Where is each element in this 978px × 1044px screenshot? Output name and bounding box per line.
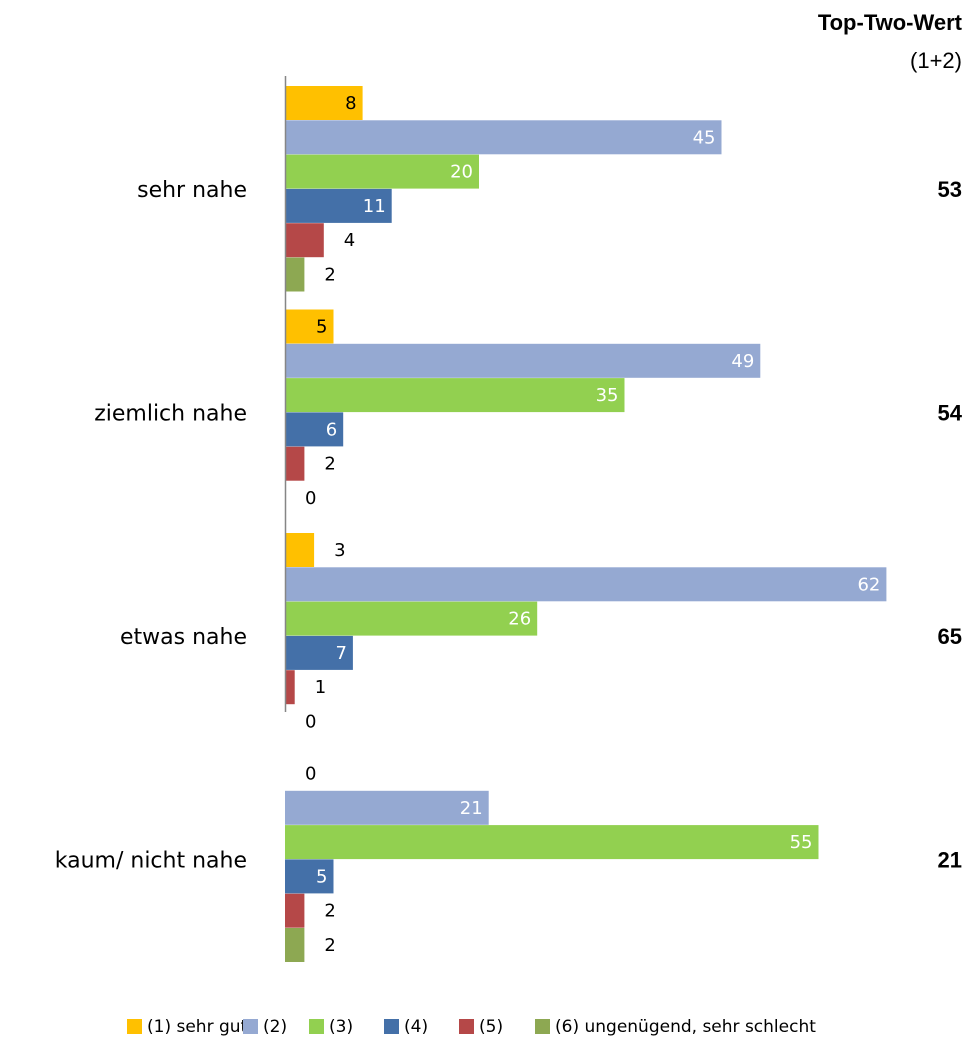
bar-3-2 — [285, 825, 819, 860]
data-label-1-5: 0 — [305, 488, 316, 509]
bar-1-3 — [285, 412, 344, 447]
top-two-values: 53 54 65 21 — [938, 177, 963, 873]
legend: (1) sehr gut (2) (3) (4) (5) (6) ungenügend, … — [127, 1017, 816, 1037]
bar-1-1 — [285, 343, 761, 378]
data-label-3-1: 21 — [460, 798, 483, 819]
data-label-2-4: 1 — [315, 677, 326, 698]
data-label-2-2: 26 — [508, 609, 531, 630]
data-label-0-3: 11 — [363, 196, 386, 217]
data-label-3-0: 0 — [305, 764, 316, 785]
bar-3-4 — [285, 893, 305, 928]
data-label-2-0: 3 — [334, 540, 345, 561]
bar-0-0 — [285, 86, 363, 120]
bar-3-3 — [285, 859, 334, 894]
legend-swatch-4 — [459, 1019, 474, 1034]
legend-label-4: (5) — [479, 1017, 503, 1037]
bar-3-1 — [285, 790, 489, 825]
bar-0-4 — [285, 223, 324, 258]
legend-label-1: (2) — [263, 1017, 287, 1037]
data-label-1-2: 35 — [596, 385, 619, 406]
legend-label-5: (6) ungenügend, sehr schlecht — [555, 1017, 816, 1037]
category-labels: sehr nahe ziemlich nahe etwas nahe kaum/ ni… — [55, 178, 247, 874]
legend-swatch-2 — [309, 1019, 324, 1034]
data-label-0-4: 4 — [344, 230, 355, 251]
bar-2-4 — [285, 670, 295, 705]
bar-2-2 — [285, 601, 538, 636]
data-label-3-3: 5 — [316, 866, 327, 887]
category-label-1: ziemlich nahe — [94, 401, 247, 426]
legend-swatch-1 — [243, 1019, 258, 1034]
bar-2-0 — [285, 533, 315, 567]
bar-0-2 — [285, 154, 479, 189]
legend-label-0: (1) sehr gut — [147, 1017, 248, 1037]
data-label-2-5: 0 — [305, 712, 316, 733]
category-label-3: kaum/ nicht nahe — [55, 848, 247, 873]
bar-0-1 — [285, 120, 722, 155]
top-two-header-subtitle: (1+2) — [910, 48, 962, 73]
bar-0-3 — [285, 188, 392, 223]
top-two-value-0: 53 — [938, 177, 962, 202]
legend-swatch-3 — [384, 1019, 399, 1034]
data-label-2-3: 7 — [335, 643, 346, 664]
data-label-1-3: 6 — [326, 419, 337, 440]
category-label-0: sehr nahe — [137, 178, 247, 203]
data-label-3-2: 55 — [790, 832, 813, 853]
legend-swatch-5 — [535, 1019, 550, 1034]
bar-0-5 — [285, 257, 305, 292]
data-label-1-4: 2 — [324, 454, 335, 475]
bar-3-5 — [285, 928, 305, 962]
bar-2-1 — [285, 567, 887, 602]
top-two-header-title: Top-Two-Wert — [818, 10, 963, 35]
legend-label-2: (3) — [329, 1017, 353, 1037]
data-label-2-1: 62 — [857, 574, 880, 595]
data-label-0-5: 2 — [324, 265, 335, 286]
bar-1-0 — [285, 309, 334, 344]
category-label-2: etwas nahe — [120, 625, 247, 650]
data-label-0-1: 45 — [693, 127, 716, 148]
legend-swatch-0 — [127, 1019, 142, 1034]
data-label-3-5: 2 — [324, 935, 335, 956]
data-label-0-0: 8 — [345, 93, 356, 114]
data-label-3-4: 2 — [324, 901, 335, 922]
top-two-value-3: 21 — [938, 847, 962, 872]
legend-label-3: (4) — [404, 1017, 428, 1037]
data-label-0-2: 20 — [450, 162, 473, 183]
top-two-value-2: 65 — [938, 624, 962, 649]
bar-1-4 — [285, 446, 305, 481]
bar-1-2 — [285, 378, 625, 413]
bar-2-3 — [285, 635, 353, 670]
top-two-value-1: 54 — [938, 400, 963, 425]
data-label-1-0: 5 — [316, 317, 327, 338]
data-label-1-1: 49 — [731, 351, 754, 372]
